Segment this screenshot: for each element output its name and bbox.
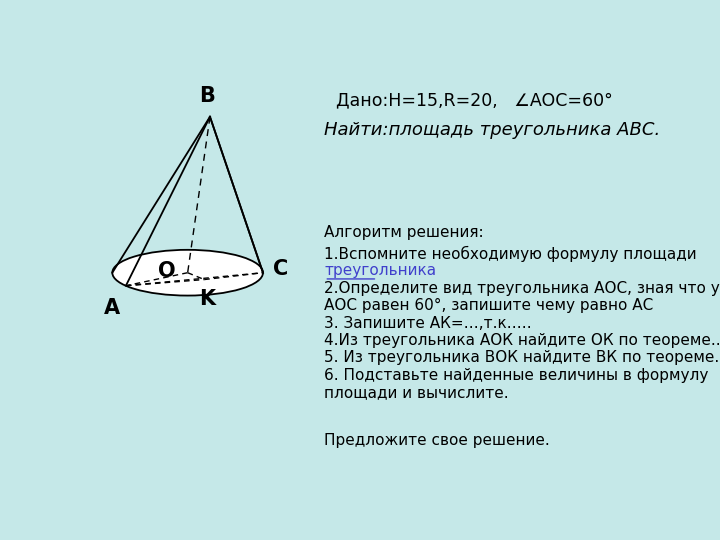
Text: A: A — [104, 298, 120, 318]
Text: 5. Из треугольника ВОК найдите ВК по теореме...: 5. Из треугольника ВОК найдите ВК по тео… — [324, 350, 720, 366]
Text: Дано:H=15,R=20,   ∠AOC=60°: Дано:H=15,R=20, ∠AOC=60° — [336, 92, 612, 110]
Text: 3. Запишите АК=…,т.к.….: 3. Запишите АК=…,т.к.…. — [324, 315, 532, 330]
Text: Предложите свое решение.: Предложите свое решение. — [324, 433, 550, 448]
Text: треугольника: треугольника — [324, 263, 436, 278]
Text: C: C — [273, 259, 288, 279]
Text: K: K — [199, 289, 215, 309]
Text: Алгоритм решения:: Алгоритм решения: — [324, 225, 484, 240]
Text: O: O — [158, 261, 176, 281]
Text: Найти:площадь треугольника АВС.: Найти:площадь треугольника АВС. — [324, 121, 661, 139]
Text: 4.Из треугольника АОК найдите ОК по теореме...: 4.Из треугольника АОК найдите ОК по теор… — [324, 333, 720, 348]
Text: 2.Определите вид треугольника АОС, зная что угол: 2.Определите вид треугольника АОС, зная … — [324, 281, 720, 295]
Text: АОС равен 60°, запишите чему равно АС: АОС равен 60°, запишите чему равно АС — [324, 298, 654, 313]
Text: B: B — [199, 86, 215, 106]
Ellipse shape — [112, 250, 263, 295]
Text: площади и вычислите.: площади и вычислите. — [324, 386, 509, 400]
Text: 6. Подставьте найденные величины в формулу: 6. Подставьте найденные величины в форму… — [324, 368, 708, 383]
Text: 1.Вспомните необходимую формулу площади: 1.Вспомните необходимую формулу площади — [324, 246, 697, 262]
